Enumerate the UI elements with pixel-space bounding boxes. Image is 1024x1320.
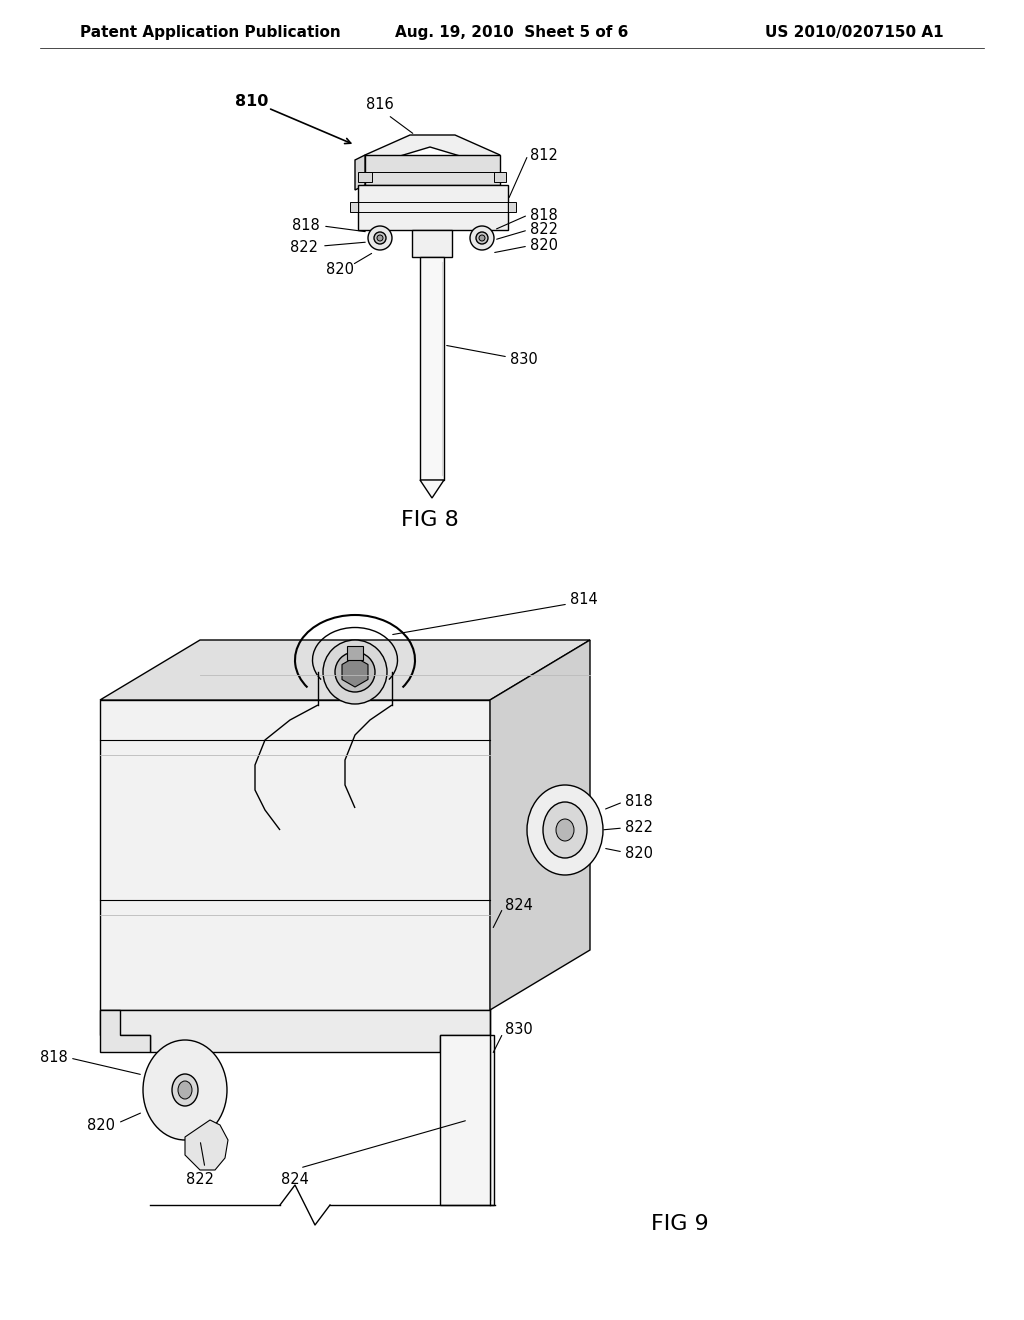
Text: 822: 822 — [290, 240, 318, 256]
Text: 818: 818 — [40, 1051, 68, 1065]
Polygon shape — [420, 480, 444, 498]
Bar — [358, 185, 508, 230]
Ellipse shape — [178, 1081, 193, 1100]
Text: FIG 8: FIG 8 — [401, 510, 459, 531]
Text: 830: 830 — [505, 1023, 532, 1038]
Circle shape — [476, 232, 488, 244]
Text: 824: 824 — [505, 898, 532, 912]
Text: 818: 818 — [530, 207, 558, 223]
Polygon shape — [100, 1010, 490, 1052]
Polygon shape — [100, 640, 590, 700]
Bar — [358, 172, 372, 182]
Polygon shape — [342, 657, 368, 686]
Polygon shape — [490, 640, 590, 1010]
Circle shape — [479, 235, 485, 242]
Text: 830: 830 — [510, 352, 538, 367]
Circle shape — [323, 640, 387, 704]
Bar — [350, 202, 358, 213]
Polygon shape — [100, 1010, 150, 1052]
Polygon shape — [365, 154, 500, 185]
Text: US 2010/0207150 A1: US 2010/0207150 A1 — [765, 25, 944, 40]
Text: 818: 818 — [292, 219, 319, 234]
Bar — [494, 172, 506, 182]
Circle shape — [374, 232, 386, 244]
Circle shape — [368, 226, 392, 249]
Bar — [412, 230, 452, 257]
Text: 818: 818 — [625, 795, 652, 809]
Text: 820: 820 — [326, 263, 354, 277]
Text: FIG 9: FIG 9 — [651, 1214, 709, 1234]
Ellipse shape — [556, 818, 574, 841]
Text: Patent Application Publication: Patent Application Publication — [80, 25, 341, 40]
Text: 810: 810 — [234, 95, 268, 110]
Text: Aug. 19, 2010  Sheet 5 of 6: Aug. 19, 2010 Sheet 5 of 6 — [395, 25, 629, 40]
Circle shape — [377, 235, 383, 242]
Circle shape — [335, 652, 375, 692]
Bar — [420, 257, 444, 480]
Polygon shape — [100, 700, 490, 1010]
Text: 820: 820 — [625, 846, 653, 862]
Text: 820: 820 — [87, 1118, 115, 1133]
Bar — [440, 1035, 494, 1205]
Text: 816: 816 — [367, 96, 394, 112]
Text: 820: 820 — [530, 239, 558, 253]
Text: 822: 822 — [625, 821, 653, 836]
Text: 814: 814 — [570, 593, 598, 607]
Text: 822: 822 — [186, 1172, 214, 1187]
Text: 824: 824 — [281, 1172, 309, 1187]
Ellipse shape — [172, 1074, 198, 1106]
Text: 812: 812 — [530, 148, 558, 162]
Ellipse shape — [527, 785, 603, 875]
Text: 822: 822 — [530, 223, 558, 238]
Circle shape — [470, 226, 494, 249]
Ellipse shape — [543, 803, 587, 858]
Polygon shape — [355, 154, 365, 190]
Bar — [347, 645, 362, 660]
Bar — [508, 202, 516, 213]
Polygon shape — [365, 135, 500, 165]
Ellipse shape — [143, 1040, 227, 1140]
Polygon shape — [185, 1119, 228, 1170]
